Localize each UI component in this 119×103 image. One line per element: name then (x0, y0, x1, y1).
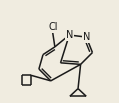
Text: N: N (83, 32, 90, 42)
Text: N: N (66, 30, 73, 40)
Text: Cl: Cl (49, 22, 58, 32)
